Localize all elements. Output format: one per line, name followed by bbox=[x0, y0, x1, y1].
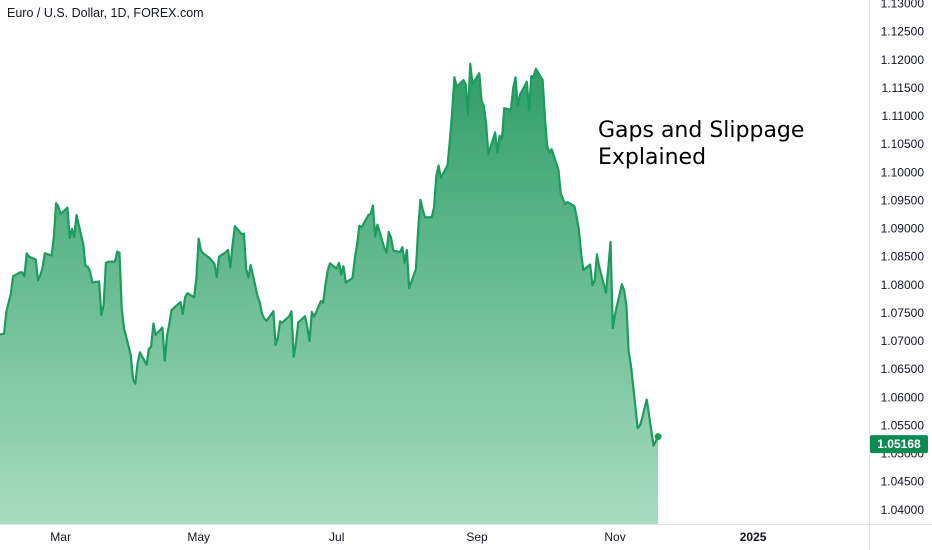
price-tick-label: 1.09500 bbox=[881, 193, 925, 207]
price-axis[interactable]: 1.040001.045001.050001.055001.060001.065… bbox=[881, 0, 925, 517]
price-tick-label: 1.12000 bbox=[881, 53, 925, 67]
time-tick-label: Sep bbox=[466, 530, 488, 544]
time-tick-label: Mar bbox=[50, 530, 71, 544]
price-tick-label: 1.10000 bbox=[881, 165, 925, 179]
price-area-fill bbox=[0, 63, 659, 524]
overlay-title-line-1: Gaps and Slippage bbox=[598, 118, 804, 143]
price-tick-label: 1.12500 bbox=[881, 25, 925, 39]
time-tick-label: 2025 bbox=[740, 530, 767, 544]
time-axis[interactable]: Mar May Jul Sep Nov 2025 bbox=[50, 530, 766, 544]
time-tick-label: May bbox=[187, 530, 210, 544]
price-tick-label: 1.11500 bbox=[882, 81, 925, 95]
last-price-label: 1.05168 bbox=[870, 435, 928, 454]
symbol-title: Euro / U.S. Dollar, 1D, FOREX.com bbox=[7, 6, 204, 20]
plot-area[interactable] bbox=[0, 62, 662, 524]
time-tick-label: Nov bbox=[604, 530, 625, 544]
last-price-label-text: 1.05168 bbox=[877, 437, 921, 451]
price-tick-label: 1.06000 bbox=[881, 390, 925, 404]
price-tick-label: 1.10500 bbox=[881, 137, 925, 151]
last-price-label-background bbox=[870, 435, 928, 454]
price-tick-label: 1.04500 bbox=[881, 475, 925, 489]
price-tick-label: 1.07500 bbox=[881, 306, 925, 320]
price-tick-label: 1.11000 bbox=[882, 109, 925, 123]
price-tick-label: 1.06500 bbox=[881, 362, 925, 376]
price-tick-label: 1.08000 bbox=[881, 278, 925, 292]
time-tick-label: Jul bbox=[329, 530, 344, 544]
overlay-title-line-2: Explained bbox=[598, 145, 706, 170]
price-tick-label: 1.08500 bbox=[881, 250, 925, 264]
price-line bbox=[0, 62, 660, 447]
price-tick-label: 1.05500 bbox=[881, 418, 925, 432]
last-price-point bbox=[654, 433, 662, 441]
price-tick-label: 1.13000 bbox=[881, 0, 925, 11]
price-tick-label: 1.04000 bbox=[881, 503, 925, 517]
price-tick-label: 1.07000 bbox=[881, 334, 925, 348]
price-tick-label: 1.09000 bbox=[881, 222, 925, 236]
